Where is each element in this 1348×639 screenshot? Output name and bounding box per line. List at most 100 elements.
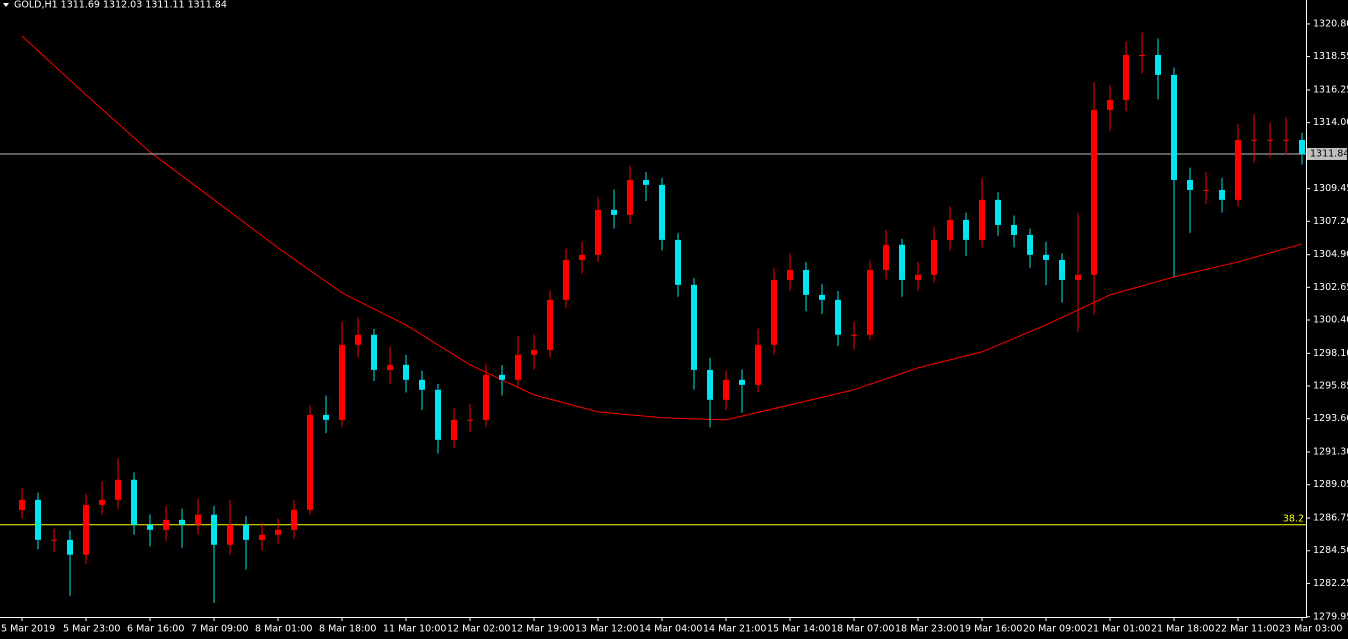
chart-title: GOLD,H1 1311.69 1312.03 1311.11 1311.84 bbox=[14, 0, 227, 11]
candle-body bbox=[947, 219, 953, 240]
candle-body bbox=[627, 179, 633, 215]
candle-body bbox=[275, 529, 281, 535]
x-tick-label: 7 Mar 09:00 bbox=[191, 624, 248, 635]
y-tick-label: 1302.65 bbox=[1313, 282, 1348, 293]
x-tick-label: 14 Mar 21:00 bbox=[703, 624, 766, 635]
candle-body bbox=[19, 499, 25, 511]
candle-body bbox=[355, 334, 361, 345]
candle-body bbox=[1027, 234, 1033, 255]
y-tick-label: 1286.75 bbox=[1313, 513, 1348, 524]
candle-body bbox=[211, 514, 217, 545]
y-tick-label: 1282.25 bbox=[1313, 578, 1348, 589]
candle-body bbox=[883, 244, 889, 270]
y-tick-label: 1291.30 bbox=[1313, 447, 1348, 458]
x-tick-label: 6 Mar 16:00 bbox=[127, 624, 184, 635]
candle-body bbox=[531, 349, 537, 355]
y-tick-label: 1298.10 bbox=[1313, 348, 1348, 359]
x-tick-label: 21 Mar 18:00 bbox=[1151, 624, 1214, 635]
candle-body bbox=[1283, 139, 1289, 141]
candle-body bbox=[1091, 109, 1097, 275]
candle-body bbox=[291, 509, 297, 530]
candle-body bbox=[147, 524, 153, 530]
x-tick-label: 18 Mar 07:00 bbox=[831, 624, 894, 635]
y-tick-label: 1295.85 bbox=[1313, 381, 1348, 392]
candle-body bbox=[1267, 139, 1273, 141]
x-tick-label: 13 Mar 12:00 bbox=[575, 624, 638, 635]
candle-body bbox=[1139, 55, 1145, 57]
candle-body bbox=[1187, 179, 1193, 190]
y-tick-label: 1318.55 bbox=[1313, 51, 1348, 62]
candle-body bbox=[787, 269, 793, 280]
candle-body bbox=[1075, 274, 1081, 280]
candle-body bbox=[227, 524, 233, 545]
candle-body bbox=[659, 184, 665, 240]
candle-body bbox=[51, 539, 57, 541]
candle-body bbox=[179, 519, 185, 525]
collapse-icon[interactable] bbox=[3, 3, 9, 7]
candle-body bbox=[67, 539, 73, 555]
candle-body bbox=[435, 389, 441, 440]
candle-body bbox=[259, 534, 265, 540]
price-label: 1311.84 bbox=[1310, 148, 1348, 159]
y-tick-label: 1309.45 bbox=[1313, 183, 1348, 194]
y-tick-label: 1316.25 bbox=[1313, 84, 1348, 95]
candle-body bbox=[35, 499, 41, 540]
y-tick-label: 1279.95 bbox=[1313, 611, 1348, 622]
y-tick-label: 1300.40 bbox=[1313, 314, 1348, 325]
candle-body bbox=[1123, 55, 1129, 100]
x-tick-label: 19 Mar 16:00 bbox=[959, 624, 1022, 635]
x-tick-label: 11 Mar 10:00 bbox=[383, 624, 446, 635]
x-tick-label: 12 Mar 19:00 bbox=[511, 624, 574, 635]
y-tick-label: 1293.60 bbox=[1313, 413, 1348, 424]
candle-body bbox=[611, 209, 617, 215]
candle-body bbox=[1203, 189, 1209, 191]
candle-body bbox=[739, 379, 745, 385]
candle-body bbox=[643, 179, 649, 185]
candle-body bbox=[595, 209, 601, 255]
candle-body bbox=[1235, 139, 1241, 200]
candle-body bbox=[707, 369, 713, 400]
candle-body bbox=[819, 294, 825, 300]
candle-body bbox=[931, 239, 937, 275]
y-tick-label: 1320.80 bbox=[1313, 18, 1348, 29]
candle-body bbox=[99, 499, 105, 505]
x-tick-label: 12 Mar 02:00 bbox=[447, 624, 510, 635]
x-tick-label: 23 Mar 03:00 bbox=[1279, 624, 1342, 635]
x-tick-label: 22 Mar 11:00 bbox=[1215, 624, 1278, 635]
candle-body bbox=[307, 414, 313, 510]
candle-body bbox=[419, 379, 425, 390]
candle-body bbox=[371, 334, 377, 370]
candle-body bbox=[803, 269, 809, 295]
y-tick-label: 1289.05 bbox=[1313, 479, 1348, 490]
x-tick-label: 5 Mar 2019 bbox=[1, 624, 55, 635]
candle-body bbox=[115, 479, 121, 500]
x-tick-label: 21 Mar 01:00 bbox=[1087, 624, 1150, 635]
x-tick-label: 8 Mar 18:00 bbox=[319, 624, 376, 635]
x-tick-label: 14 Mar 04:00 bbox=[639, 624, 702, 635]
candle-body bbox=[547, 299, 553, 350]
candle-body bbox=[915, 274, 921, 280]
candle-body bbox=[995, 199, 1001, 225]
x-tick-label: 15 Mar 14:00 bbox=[767, 624, 830, 635]
y-tick-label: 1304.90 bbox=[1313, 249, 1348, 260]
candle-body bbox=[243, 524, 249, 540]
candle-body bbox=[675, 239, 681, 285]
candle-body bbox=[1059, 259, 1065, 280]
fib-label: 38.2 bbox=[1283, 513, 1304, 524]
y-tick-label: 1307.20 bbox=[1313, 216, 1348, 227]
candle-body bbox=[563, 259, 569, 300]
x-tick-label: 20 Mar 09:00 bbox=[1023, 624, 1086, 635]
candle-body bbox=[579, 254, 585, 260]
candle-body bbox=[1219, 189, 1225, 200]
candle-body bbox=[1011, 224, 1017, 235]
y-tick-label: 1314.00 bbox=[1313, 117, 1348, 128]
candle-body bbox=[483, 374, 489, 420]
candle-body bbox=[1171, 74, 1177, 180]
candle-body bbox=[131, 479, 137, 525]
candle-body bbox=[899, 244, 905, 280]
candle-body bbox=[1107, 99, 1113, 110]
candle-body bbox=[851, 334, 857, 336]
x-tick-label: 18 Mar 23:00 bbox=[895, 624, 958, 635]
candle-body bbox=[451, 419, 457, 440]
